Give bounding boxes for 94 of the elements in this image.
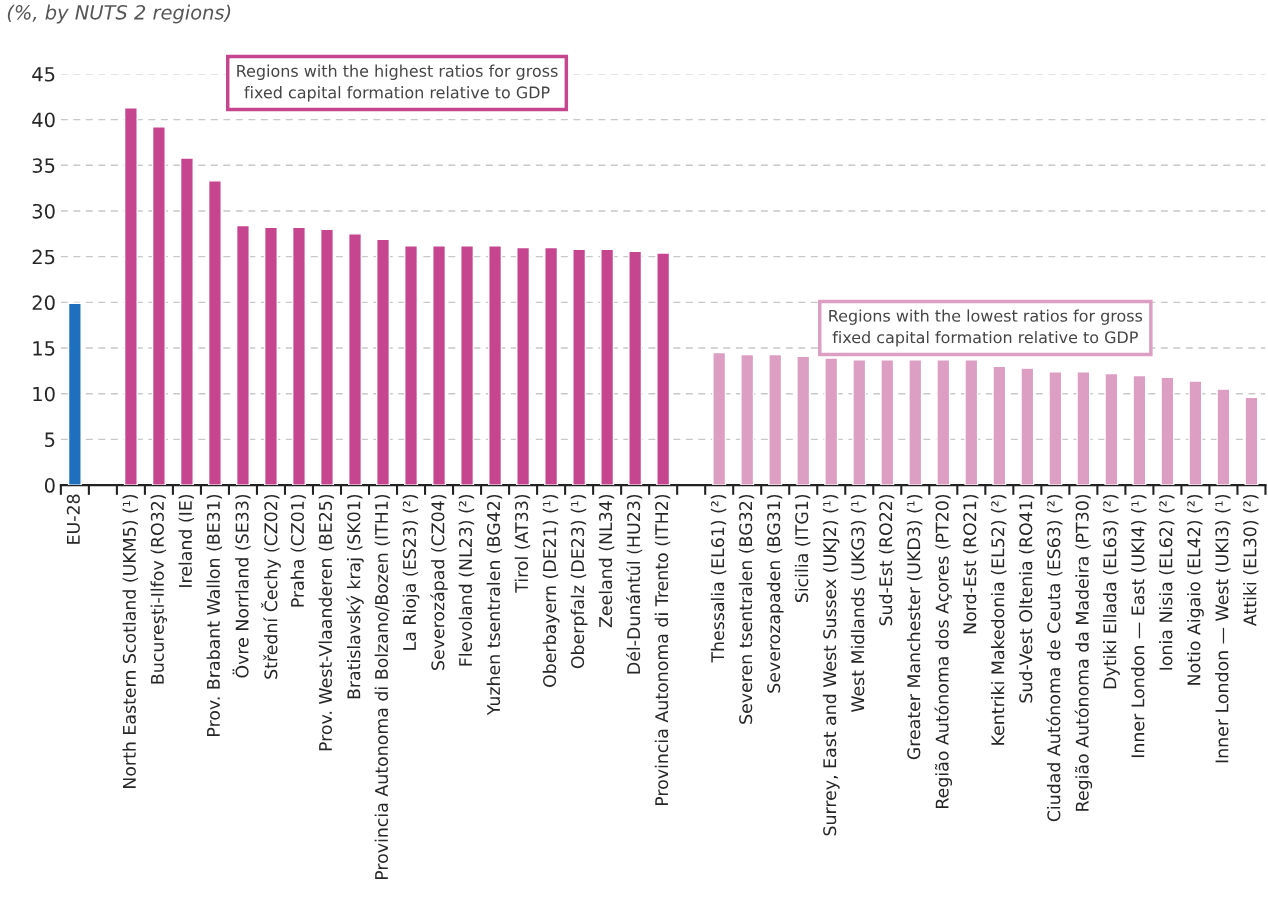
bar [796,355,811,486]
x-tick-label: Oberpfalz (DE23) (¹) [570,494,588,669]
y-tick-label: 45 [32,67,55,82]
bar [348,233,363,486]
x-tick-label: Flevoland (NL23) (²) [458,494,475,666]
x-tick-label: Prov. West-Vlaanderen (BE25) [318,494,335,751]
bar [151,126,166,486]
x-tick-label: Övre Norrland (SE33) [232,494,251,678]
x-tick-label: West Midlands (UKG3) (¹) [850,494,867,713]
x-tick-label: Greater Manchester (UKD3) (¹) [906,494,923,760]
x-tick-label: Yuzhen tsentralen (BG42) [486,494,503,716]
x-tick-label: Notio Aigaio (EL42) (²) [1187,494,1204,685]
x-tick-label: Ciudad Autónoma de Ceuta (ES63) (²) [1046,494,1063,822]
bar [263,226,278,486]
bar [516,246,531,486]
bar [488,245,503,486]
x-tick-label: Ireland (IE) [178,494,195,587]
x-tick-label: La Rioja (ES23) (²) [402,494,420,650]
x-tick-label: Střední Čechy (CZ02) [261,494,281,679]
bar [1244,396,1259,486]
x-tick-label: Prov. Brabant Wallon (BE31) [206,494,223,736]
bar [1132,374,1147,486]
annotation: Regions with the highest ratios for gross fixed capital formation relative to GDP [237,64,558,102]
x-tick-label: Sicilia (ITG1) [794,494,811,603]
x-tick-label: Praha (CZ01) [290,494,307,607]
y-tick-label: 15 [33,341,55,356]
y-tick-label: 40 [32,112,55,128]
y-tick-label: 0 [44,478,55,493]
bar [1160,376,1175,486]
bar [460,245,475,486]
bar [432,245,447,486]
bar [908,359,923,486]
y-tick-label: 20 [32,295,55,311]
bar [852,359,867,486]
x-tick-label: Ionia Nisia (EL62) (²) [1159,494,1175,670]
bar [628,250,643,486]
bar [936,359,951,486]
x-tick-label: North Eastern Scotland (UKM5) (¹) [122,494,138,788]
x-tick-label: Bratislavský kraj (SK01) [346,494,364,699]
bar [964,359,979,486]
x-tick-label: Oberbayern (DE21) (¹) [542,494,560,687]
bar [712,351,727,486]
bar [123,107,138,486]
x-tick-label: Dél-Dunántúl (HU23) [626,494,643,674]
x-tick-label: Provincia Autonoma di Trento (ITH2) [654,494,671,806]
x-tick-label: Zeeland (NL34) [598,494,615,628]
bar [291,226,306,486]
x-tick-label: Inner London — West (UKI3) (¹) [1215,494,1231,763]
y-tick-label: 35 [32,158,55,173]
bar [67,302,82,486]
bar [179,157,194,486]
y-tick-label: 25 [32,249,55,265]
x-tick-label: Kentriki Makedonia (EL52) (²) [990,494,1007,745]
bar [1188,380,1203,486]
x-tick-label: Sud-Vest Oltenia (RO41) [1018,494,1035,703]
bar [656,252,671,486]
x-tick-label: Inner London — East (UKI4) (¹) [1131,494,1147,758]
bar [319,228,334,486]
x-tick-label: Severozapaden (BG31) [766,494,784,693]
chart-subtitle: (%, by NUTS 2 regions) [7,4,231,24]
annotation: Regions with the lowest ratios for gross fixed capital formation relative to GDP [829,309,1143,347]
x-tick-label: Região Autónoma dos Açores (PT20) [934,494,953,808]
x-tick-label: Sud-Est (RO22) [878,494,895,626]
bar [768,353,783,486]
bar [1020,367,1035,486]
bar [1076,371,1091,486]
x-tick-label: Surrey, East and West Sussex (UKJ2) (¹) [822,494,840,836]
bar [740,353,755,486]
y-tick-label: 10 [33,386,55,402]
bar [235,224,250,486]
x-tick-label: Severen tsentralen (BG32) [738,494,755,724]
bar [1048,371,1063,486]
x-tick-label: Nord-Est (RO21) [962,494,979,634]
x-tick-label: Região Autónoma da Madeira (PT30) [1074,494,1093,811]
x-tick-label: Severozápad (CZ04) [430,494,448,670]
x-tick-label: Tirol (AT33) [514,494,531,593]
bar [572,248,587,486]
bar [992,365,1007,486]
x-tick-label: EU-28 [66,494,80,544]
x-tick-label: Bucureşti-Ilfov (RO32) [150,494,168,684]
x-tick-label: Thessalia (EL61) (²) [710,494,727,663]
bar [1216,388,1231,486]
x-tick-label: Dytiki Ellada (EL63) (²) [1102,494,1120,689]
x-tick-label: Attiki (EL30) (²) [1243,494,1259,627]
bar [880,359,895,486]
bar [1104,372,1119,486]
y-tick-label: 5 [45,432,55,448]
bar [600,248,615,486]
x-tick-label: Provincia Autonoma di Bolzano/Bozen (ITH1) [374,494,391,880]
y-tick-label: 30 [32,203,55,219]
bar [544,246,559,486]
bar [404,245,419,486]
bar [376,238,391,486]
bar [207,180,222,486]
